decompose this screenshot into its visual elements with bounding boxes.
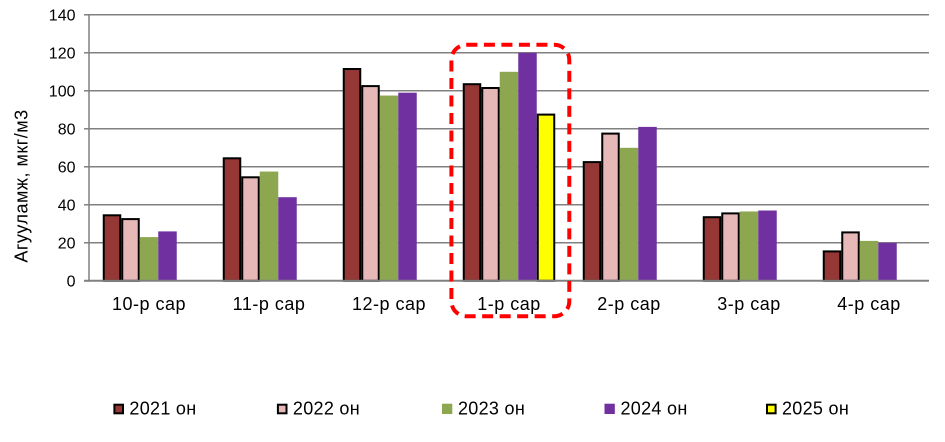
svg-text:40: 40 bbox=[58, 198, 76, 215]
svg-text:20: 20 bbox=[58, 236, 76, 253]
svg-text:4-р сар: 4-р сар bbox=[837, 294, 901, 314]
svg-text:60: 60 bbox=[58, 160, 76, 177]
svg-text:1-р сар: 1-р сар bbox=[477, 294, 541, 314]
svg-text:140: 140 bbox=[49, 8, 76, 25]
svg-text:80: 80 bbox=[58, 122, 76, 139]
svg-text:2025 он: 2025 он bbox=[782, 398, 849, 418]
svg-text:0: 0 bbox=[67, 274, 76, 291]
svg-text:3-р сар: 3-р сар bbox=[717, 294, 781, 314]
svg-text:Агууламж, мкг/м3: Агууламж, мкг/м3 bbox=[12, 109, 32, 262]
svg-text:120: 120 bbox=[49, 46, 76, 63]
svg-text:2022 он: 2022 он bbox=[293, 398, 360, 418]
svg-text:2023 он: 2023 он bbox=[458, 398, 525, 418]
svg-text:2021 он: 2021 он bbox=[129, 398, 196, 418]
svg-text:11-р сар: 11-р сар bbox=[233, 294, 306, 314]
svg-text:100: 100 bbox=[49, 84, 76, 101]
svg-text:12-р сар: 12-р сар bbox=[352, 294, 426, 314]
svg-text:10-р сар: 10-р сар bbox=[112, 294, 186, 314]
svg-text:2024 он: 2024 он bbox=[621, 398, 688, 418]
svg-text:2-р сар: 2-р сар bbox=[597, 294, 661, 314]
